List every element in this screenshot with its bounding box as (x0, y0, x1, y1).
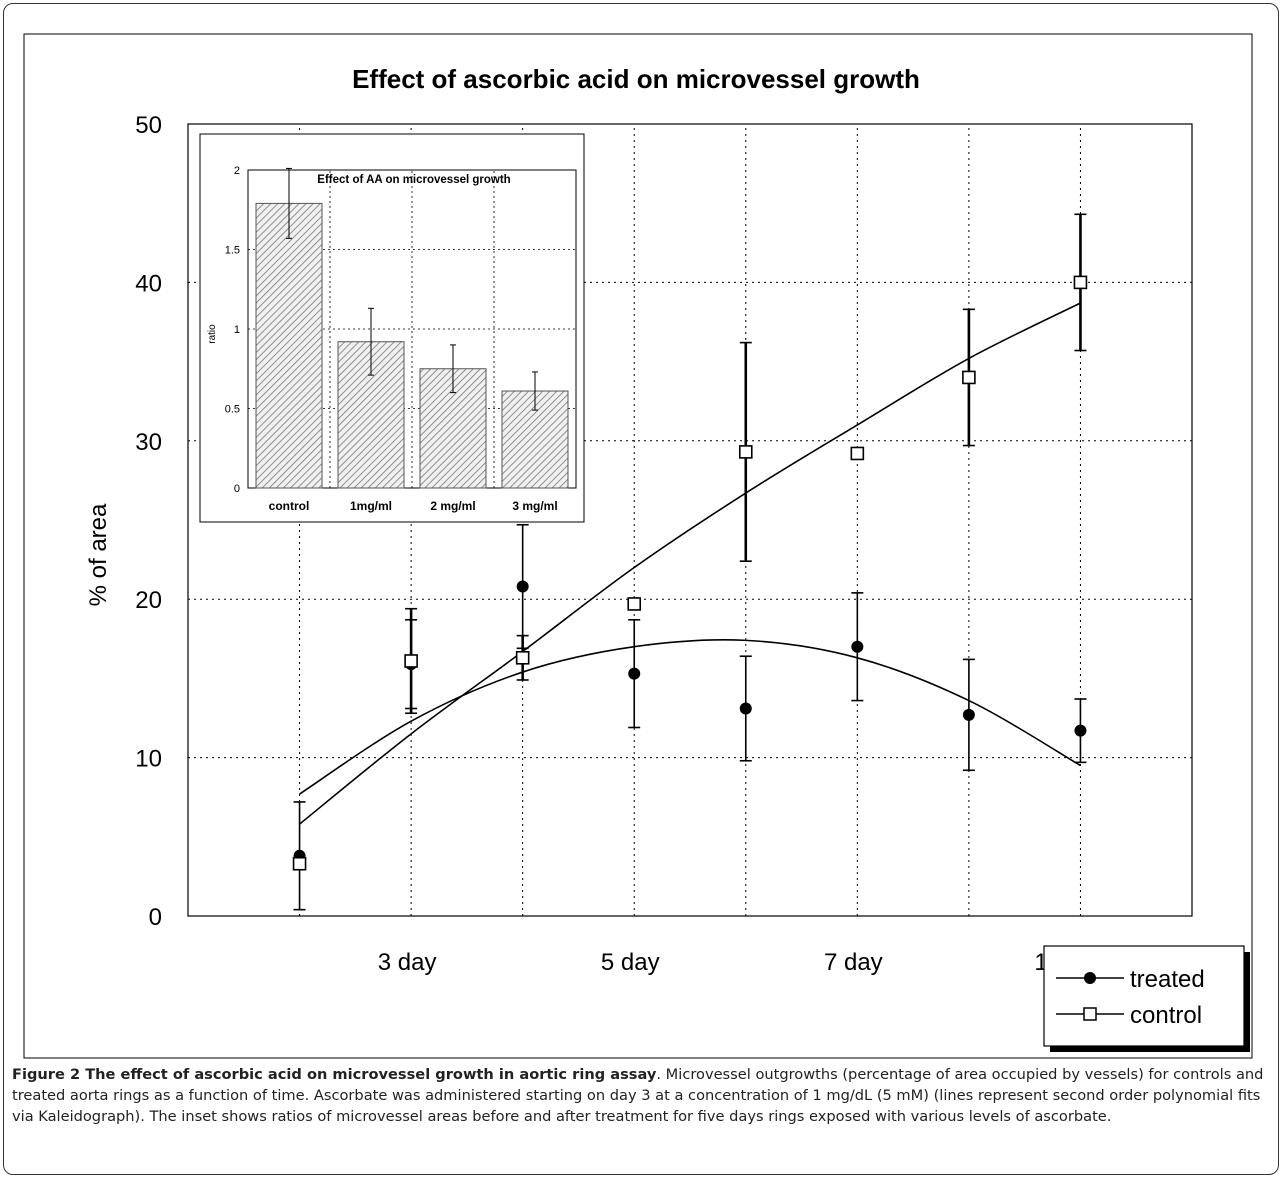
y-tick-label: 20 (135, 587, 162, 614)
inset-y-tick-label: 1.5 (225, 245, 240, 257)
chart-title: Effect of ascorbic acid on microvessel g… (352, 64, 920, 94)
point-control (515, 651, 530, 665)
y-tick-label: 0 (149, 904, 162, 931)
legend-control-marker (1083, 1007, 1097, 1021)
caption-figure-label: Figure 2 The effect of ascorbic acid on … (12, 1066, 657, 1083)
point-control (404, 654, 418, 668)
inset-chart: Effect of AA on microvessel growth ratio… (199, 133, 585, 523)
legend-treated-label: treated (1130, 966, 1205, 993)
point-treated (516, 580, 529, 593)
inset-bar (255, 202, 323, 489)
point-control (850, 446, 865, 461)
point-treated (851, 640, 864, 653)
figure-frame (3, 3, 1279, 1175)
inset-x-tick-label: 2 mg/ml (430, 499, 475, 513)
legend-treated-marker (1084, 972, 1096, 984)
y-axis-label: % of area (85, 503, 112, 606)
fit-curve-treated (299, 639, 1081, 795)
inset-grid (248, 170, 576, 488)
point-control (738, 445, 753, 459)
point-treated (962, 708, 975, 721)
y-tick-label: 30 (135, 429, 162, 456)
inset-y-tick-label: 1 (234, 324, 240, 336)
inset-x-tick-label: control (269, 499, 310, 513)
y-tick-label: 50 (135, 112, 162, 139)
x-tick-label: 3 day (378, 949, 437, 976)
point-treated (739, 702, 752, 715)
fit-curve-control (299, 302, 1081, 825)
point-control (962, 370, 976, 385)
y-tick-label: 10 (135, 746, 162, 773)
fit-curves (299, 302, 1081, 825)
inset-title: Effect of AA on microvessel growth (317, 174, 510, 186)
inset-y-tick-label: 0 (234, 483, 240, 495)
inset-y-tick-label: 0.5 (225, 404, 240, 416)
inset-bar (419, 368, 487, 489)
inset-x-tick-label: 1mg/ml (350, 499, 392, 513)
legend-control-label: control (1130, 1002, 1202, 1029)
inset-x-ticks: control 1mg/ml 2 mg/ml 3 mg/ml (269, 499, 558, 513)
inset-x-tick-label: 3 mg/ml (512, 499, 557, 513)
legend-box (1043, 945, 1245, 1047)
point-treated (1074, 724, 1087, 737)
point-control (1073, 275, 1088, 290)
inset-bars (255, 167, 569, 489)
caption-text: . Microvessel outgrowths (percentage of … (12, 1066, 1264, 1125)
main-y-ticks: 0 10 20 30 40 50 (135, 112, 162, 931)
data-points (292, 275, 1088, 871)
inset-y-ticks: 0 0.5 1 1.5 2 (225, 165, 240, 495)
y-tick-label: 40 (135, 270, 162, 297)
point-control (292, 856, 307, 871)
x-tick-label: 5 day (601, 949, 660, 976)
inset-y-tick-label: 2 (234, 165, 240, 177)
legend: treated control (1043, 945, 1250, 1052)
inset-y-axis-label: ratio (207, 324, 218, 344)
figure-caption: Figure 2 The effect of ascorbic acid on … (12, 1064, 1274, 1127)
point-treated (628, 667, 641, 680)
main-chart: Effect of ascorbic acid on microvessel g… (23, 33, 1253, 1059)
point-control (627, 597, 642, 611)
x-tick-label: 7 day (824, 949, 883, 976)
